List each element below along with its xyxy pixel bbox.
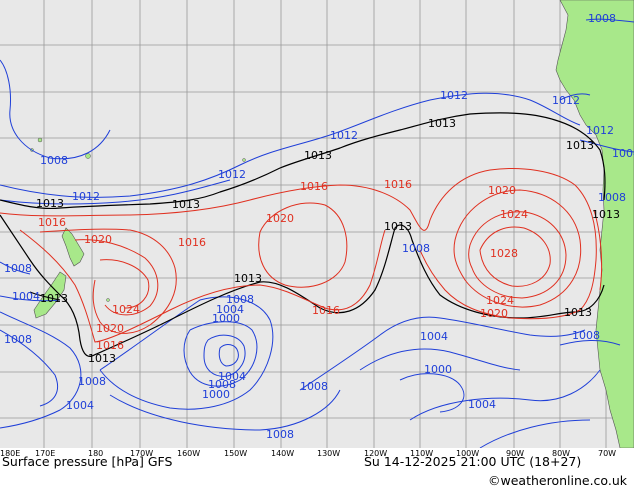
isobar-label: 1020 bbox=[480, 307, 508, 320]
isobar-label: 1008 bbox=[4, 333, 32, 346]
isobar-label: 1008 bbox=[266, 428, 294, 441]
isobar-label: 1008 bbox=[300, 380, 328, 393]
isobar-label: 1004 bbox=[216, 303, 244, 316]
isobar-label: 1020 bbox=[488, 184, 516, 197]
isobars-1013 bbox=[0, 112, 606, 357]
isobar-label: 1016 bbox=[96, 339, 124, 352]
isobar-label: 1004 bbox=[218, 370, 246, 383]
isobar-label: 1012 bbox=[218, 168, 246, 181]
isobar-label: 1024 bbox=[500, 208, 528, 221]
south-america-land bbox=[555, 0, 634, 449]
isobar-label: 1016 bbox=[312, 304, 340, 317]
isobar-label: 1028 bbox=[490, 247, 518, 260]
isobar-label: 1012 bbox=[552, 94, 580, 107]
isobar-label: 1013 bbox=[234, 272, 262, 285]
isobar-label: 1012 bbox=[72, 190, 100, 203]
isobar-label: 1004 bbox=[66, 399, 94, 412]
isobar-label: 1016 bbox=[178, 236, 206, 249]
isobar-label: 1013 bbox=[36, 197, 64, 210]
isobar-label: 1016 bbox=[300, 180, 328, 193]
longitude-ticks: 180E 170E 180 170W 160W 150W 140W 130W 1… bbox=[0, 449, 616, 458]
isobar-label: 1013 bbox=[592, 208, 620, 221]
lon-tick: 160W bbox=[177, 449, 200, 458]
isobar-label: 1013 bbox=[40, 292, 68, 305]
isobar-label: 1016 bbox=[38, 216, 66, 229]
lon-tick: 180 bbox=[88, 449, 103, 458]
isobar-label: 1020 bbox=[84, 233, 112, 246]
isobar-label: 1008 bbox=[588, 12, 616, 25]
isobar-label: 1004 bbox=[12, 290, 40, 303]
lon-tick: 90W bbox=[506, 449, 524, 458]
isobars-high bbox=[0, 168, 603, 343]
isobar-labels: 1008 1012 1012 1008 1012 1012 1012 1008 … bbox=[4, 12, 634, 441]
isobar-label: 1004 bbox=[420, 330, 448, 343]
lon-tick: 100W bbox=[456, 449, 479, 458]
graticule bbox=[0, 0, 634, 448]
isobar-label: 1013 bbox=[566, 139, 594, 152]
credit-text: ©weatheronline.co.uk bbox=[488, 473, 628, 488]
isobar-label: 1013 bbox=[172, 198, 200, 211]
footer-background bbox=[0, 448, 634, 490]
isobar-label: 1024 bbox=[486, 294, 514, 307]
lon-tick: 180E bbox=[0, 449, 20, 458]
isobar-label: 1020 bbox=[266, 212, 294, 225]
isobar-label: 1013 bbox=[88, 352, 116, 365]
isobar-label: 1013 bbox=[564, 306, 592, 319]
isobar-label: 1020 bbox=[96, 322, 124, 335]
map-datetime: Su 14-12-2025 21:00 UTC (18+27) bbox=[364, 454, 581, 469]
ocean-background bbox=[0, 0, 634, 448]
isobar-label: 1016 bbox=[384, 178, 412, 191]
isobar-label: 1012 bbox=[330, 129, 358, 142]
isobar-label: 1008 bbox=[226, 293, 254, 306]
lon-tick: 150W bbox=[224, 449, 247, 458]
isobars-low bbox=[0, 18, 634, 449]
lon-tick: 110W bbox=[410, 449, 433, 458]
lon-tick: 70W bbox=[598, 449, 616, 458]
isobar-label: 1000 bbox=[424, 363, 452, 376]
isobar-label: 1012 bbox=[440, 89, 468, 102]
lon-tick: 140W bbox=[271, 449, 294, 458]
isobar-label: 1013 bbox=[384, 220, 412, 233]
pacific-islands bbox=[30, 137, 246, 302]
isobar-label: 1008 bbox=[208, 378, 236, 391]
isobar-label: 1013 bbox=[428, 117, 456, 130]
isobar-label: 1008 bbox=[402, 242, 430, 255]
new-zealand-north-island bbox=[61, 227, 85, 267]
lon-tick: 170E bbox=[35, 449, 55, 458]
isobar-label: 1000 bbox=[212, 312, 240, 325]
isobar-label: 1013 bbox=[304, 149, 332, 162]
new-zealand-south-island bbox=[33, 271, 67, 319]
isobar-label: 1008 bbox=[78, 375, 106, 388]
lon-tick: 170W bbox=[130, 449, 153, 458]
isobar-label: 1008 bbox=[4, 262, 32, 275]
isobar-label: 1008 bbox=[598, 191, 626, 204]
isobar-label: 1012 bbox=[586, 124, 614, 137]
isobar-label: 1004 bbox=[468, 398, 496, 411]
lon-tick: 80W bbox=[552, 449, 570, 458]
isobar-label: 1000 bbox=[202, 388, 230, 401]
lon-tick: 120W bbox=[364, 449, 387, 458]
map-title: Surface pressure [hPa] GFS bbox=[2, 454, 173, 469]
lon-tick: 130W bbox=[317, 449, 340, 458]
isobar-label: 1008 bbox=[40, 154, 68, 167]
isobar-label: 1008 bbox=[572, 329, 600, 342]
isobar-label: 1004 bbox=[612, 147, 634, 160]
isobar-label: 1024 bbox=[112, 303, 140, 316]
